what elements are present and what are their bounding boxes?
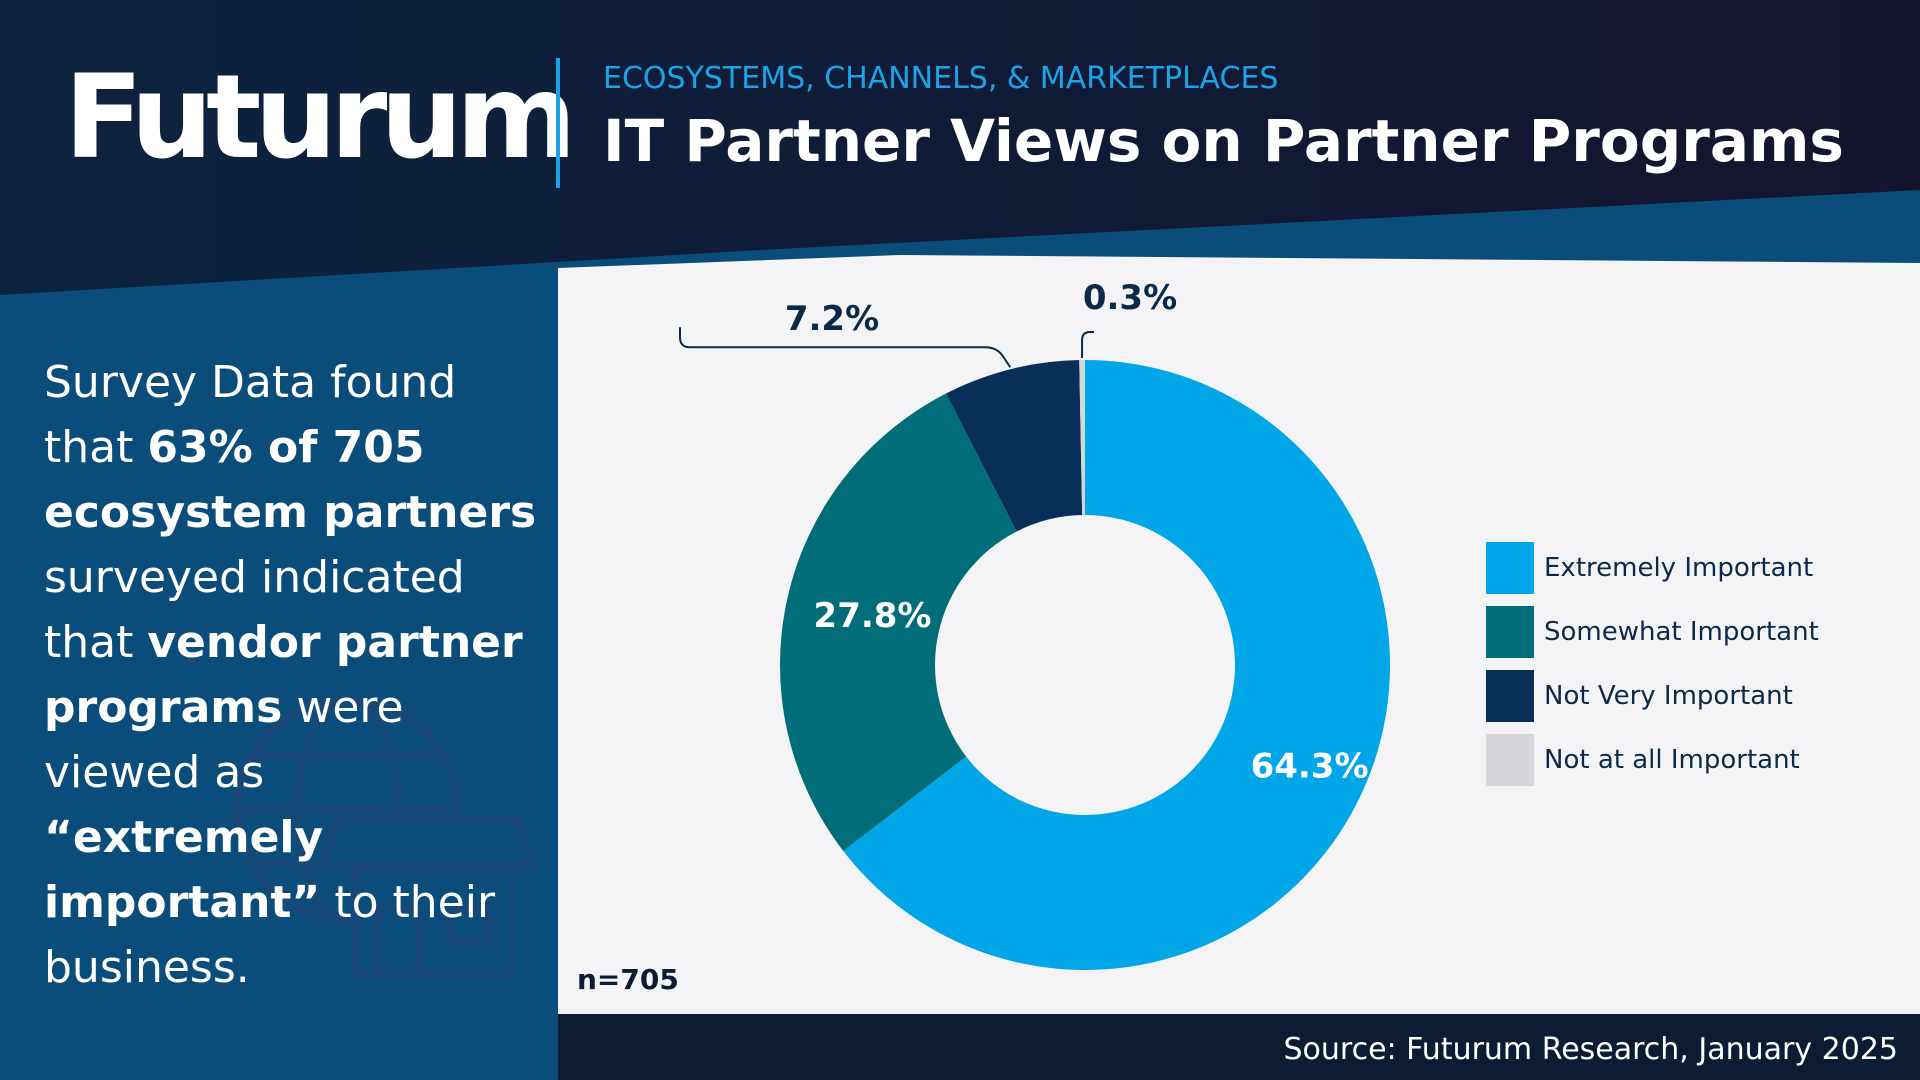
data-label-somewhat-important: 27.8% — [814, 596, 932, 636]
data-label-not-at-all-important: 0.3% — [1083, 278, 1177, 318]
legend-item-somewhat-important: Somewhat Important — [1486, 606, 1846, 658]
legend-item-not-very-important: Not Very Important — [1486, 670, 1846, 722]
survey-summary: Survey Data found that 63% of 705 ecosys… — [44, 350, 544, 1000]
summary-highlight-1: 63% of 705 ecosystem partners — [44, 422, 537, 538]
globe-storefront-icon — [233, 695, 538, 980]
slice-extremely-important — [843, 360, 1390, 971]
summary-text-3: were viewed as — [44, 682, 404, 798]
summary-highlight-3: “extremely important” — [44, 812, 324, 928]
legend-label: Somewhat Important — [1544, 617, 1819, 647]
legend-swatch — [1486, 734, 1534, 786]
legend-swatch — [1486, 670, 1534, 722]
leader-line-not-very-important — [679, 327, 1012, 368]
slice-not-very-important — [946, 360, 1083, 532]
category-label: ECOSYSTEMS, CHANNELS, & MARKETPLACES — [603, 61, 1279, 96]
source-note: Source: Futurum Research, January 2025 — [1283, 1032, 1899, 1067]
legend-item-extremely-important: Extremely Important — [1486, 542, 1846, 594]
legend-label: Not Very Important — [1544, 681, 1793, 711]
slice-not-at-all-important — [1079, 360, 1085, 516]
summary-text-4: to their business. — [44, 877, 496, 993]
legend-swatch — [1486, 542, 1534, 594]
futurum-logo: Futurum — [64, 50, 577, 185]
data-label-extremely-important: 64.3% — [1251, 747, 1369, 787]
sample-size: n=705 — [577, 963, 679, 996]
summary-text-2: surveyed indicated that — [44, 552, 465, 668]
header-divider — [556, 58, 560, 188]
summary-highlight-2: vendor partner programs — [44, 617, 523, 733]
leader-line-not-at-all-important — [1081, 331, 1095, 359]
page-title: IT Partner Views on Partner Programs — [603, 107, 1844, 175]
legend-label: Not at all Important — [1544, 745, 1800, 775]
legend-label: Extremely Important — [1544, 553, 1814, 583]
legend-swatch — [1486, 606, 1534, 658]
legend-item-not-at-all-important: Not at all Important — [1486, 734, 1846, 786]
slice-somewhat-important — [779, 393, 1017, 852]
summary-text-1: Survey Data found that — [44, 357, 457, 473]
data-label-not-very-important: 7.2% — [785, 299, 879, 339]
